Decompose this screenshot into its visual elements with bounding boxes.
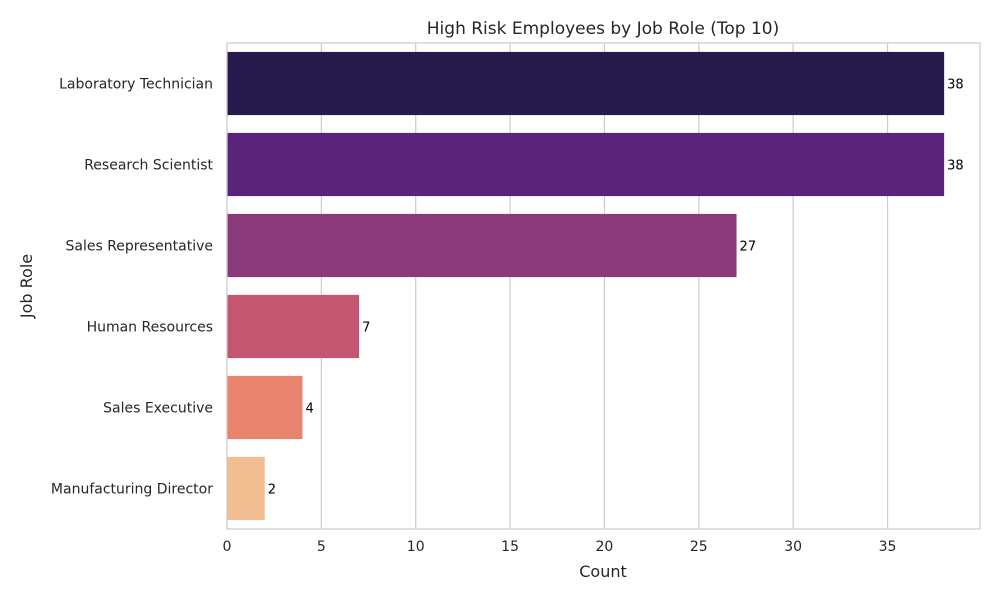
data-label: 2 <box>268 483 276 498</box>
data-label: 4 <box>305 402 313 417</box>
data-label: 27 <box>740 240 757 255</box>
bar <box>227 132 945 197</box>
y-tick-label: Manufacturing Director <box>51 482 213 498</box>
y-tick-label: Sales Representative <box>66 239 214 255</box>
grid-lines <box>226 43 889 529</box>
y-tick-label: Research Scientist <box>84 158 213 174</box>
bar <box>227 294 360 359</box>
bar <box>227 375 303 440</box>
y-tick-label: Human Resources <box>87 320 213 336</box>
y-tick-label: Sales Executive <box>103 401 213 417</box>
chart-title: High Risk Employees by Job Role (Top 10) <box>427 19 779 39</box>
x-tick-label: 35 <box>879 539 897 555</box>
data-labels: 38 38 27 7 4 2 <box>268 78 964 498</box>
x-tick-label: 30 <box>784 539 802 555</box>
y-tick-label: Laboratory Technician <box>59 77 213 93</box>
bar <box>227 456 265 521</box>
data-label: 38 <box>947 78 964 93</box>
x-tick-label: 10 <box>407 539 425 555</box>
y-axis-label: Job Role <box>17 254 36 319</box>
plot-frame <box>226 42 981 530</box>
x-tick-label: 0 <box>223 539 232 555</box>
x-tick-labels: 0 5 10 15 20 25 30 35 <box>223 539 897 555</box>
bar <box>227 51 945 116</box>
x-tick-label: 15 <box>501 539 519 555</box>
x-tick-label: 5 <box>317 539 326 555</box>
plot-border <box>226 42 981 530</box>
data-label: 7 <box>362 321 370 336</box>
bars <box>227 51 945 521</box>
x-axis-label: Count <box>579 562 627 581</box>
x-tick-label: 25 <box>690 539 708 555</box>
data-label: 38 <box>947 159 964 174</box>
bar <box>227 213 737 278</box>
y-tick-labels: Laboratory Technician Research Scientist S… <box>51 77 214 498</box>
x-tick-label: 20 <box>596 539 614 555</box>
